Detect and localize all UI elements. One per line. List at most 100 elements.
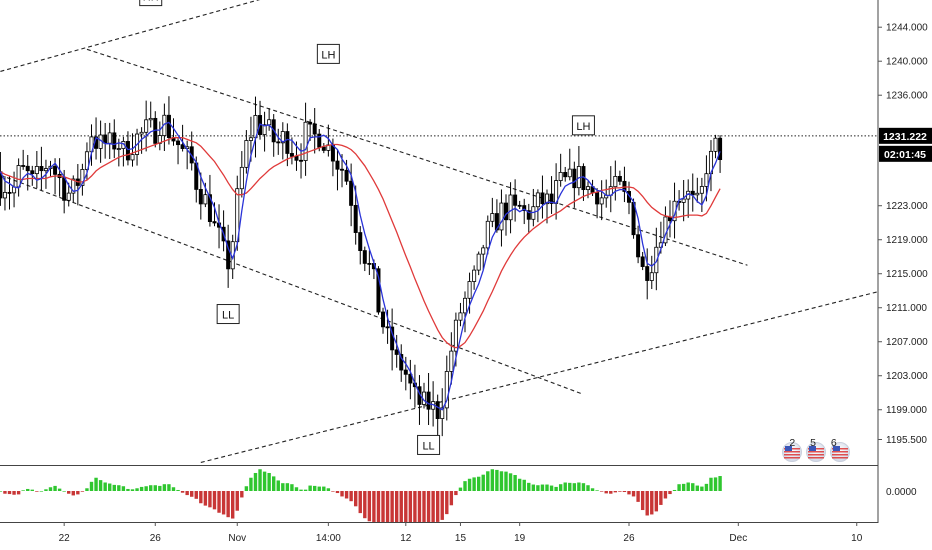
histogram-bar xyxy=(312,485,317,491)
swing-label[interactable]: LH xyxy=(571,115,595,136)
histogram-bar xyxy=(672,489,677,491)
histogram-bar xyxy=(650,491,654,515)
histogram-bar xyxy=(21,490,25,491)
histogram-bar xyxy=(3,491,7,494)
histogram-bar xyxy=(126,488,130,491)
svg-text:LL: LL xyxy=(222,310,234,322)
candle xyxy=(463,291,468,333)
histogram-bar xyxy=(30,489,34,491)
histogram-bar xyxy=(108,483,112,491)
candle xyxy=(2,176,7,211)
histogram-bar xyxy=(545,484,549,491)
candle xyxy=(262,111,267,152)
time-tick-label: 14:00 xyxy=(316,533,341,544)
candle xyxy=(399,344,404,382)
candle xyxy=(112,119,117,159)
histogram-bar xyxy=(57,488,62,491)
price-tick-label: 1199.000 xyxy=(886,405,927,416)
histogram-bar xyxy=(472,477,476,491)
price-tick-label: 1244.000 xyxy=(886,23,928,34)
candle xyxy=(198,172,203,220)
price-tick-label: 1211.000 xyxy=(886,303,927,314)
candle xyxy=(207,174,212,227)
candle xyxy=(695,177,700,203)
candle xyxy=(426,373,431,426)
histogram-bar xyxy=(385,491,390,522)
candle xyxy=(34,150,39,189)
histogram-bar xyxy=(645,491,649,516)
candle xyxy=(80,163,85,196)
candle xyxy=(321,143,326,154)
histogram-bar xyxy=(586,485,590,491)
histogram-bar xyxy=(372,491,376,522)
time-axis[interactable]: 22 26 Nov 14:00 12 15 19 26 Dec 10 xyxy=(59,522,863,544)
histogram-bar xyxy=(231,491,235,519)
histogram-bar xyxy=(704,483,709,491)
swing-label[interactable]: HH xyxy=(139,0,163,7)
candle xyxy=(303,102,308,176)
histogram-bar xyxy=(262,471,267,491)
histogram-bar xyxy=(445,491,449,515)
histogram-bar xyxy=(217,491,221,513)
trendlines xyxy=(0,0,889,463)
trendline[interactable] xyxy=(0,0,301,72)
candle xyxy=(540,175,545,219)
histogram-bar xyxy=(399,491,403,522)
histogram-bar xyxy=(376,491,381,522)
histogram-bar xyxy=(53,485,57,491)
candle xyxy=(299,143,304,179)
swing-label[interactable]: LL xyxy=(216,304,240,325)
candle xyxy=(166,96,171,145)
histogram-bar xyxy=(344,491,349,499)
trendline[interactable] xyxy=(200,289,889,463)
histogram-bar xyxy=(394,491,399,522)
histogram-bar xyxy=(349,491,353,502)
trendline[interactable] xyxy=(0,174,584,395)
histogram-bar xyxy=(39,491,44,492)
candle xyxy=(617,170,622,186)
candle xyxy=(244,130,249,174)
candle xyxy=(144,100,149,152)
histogram-bar xyxy=(431,491,435,522)
price-axis[interactable]: 1244.000 1240.000 1236.000 1223.000 1219.000… xyxy=(878,23,928,446)
candle xyxy=(362,246,367,272)
candlestick-series xyxy=(0,96,723,437)
histogram-bar xyxy=(663,491,668,499)
candle xyxy=(403,356,408,391)
time-tick-label: 12 xyxy=(400,533,412,544)
histogram-bar xyxy=(609,491,613,494)
histogram-bar xyxy=(0,491,3,492)
histogram-bar xyxy=(713,477,718,491)
candle xyxy=(39,146,44,191)
swing-label[interactable]: LH xyxy=(316,43,340,64)
candle xyxy=(476,251,481,276)
histogram-bar xyxy=(221,491,226,515)
time-tick-label: Dec xyxy=(729,533,747,544)
histogram-bar xyxy=(326,488,331,491)
histogram-bar xyxy=(249,477,253,491)
histogram-bar xyxy=(171,487,176,491)
time-tick-label: 22 xyxy=(59,533,71,544)
histogram-bar xyxy=(185,491,189,496)
candle xyxy=(435,394,440,437)
histogram-bar xyxy=(303,489,308,491)
histogram-bar xyxy=(12,491,16,495)
candle xyxy=(526,203,531,234)
candle xyxy=(239,151,244,198)
histogram-bar xyxy=(449,491,454,506)
candle xyxy=(130,133,135,167)
swing-label[interactable]: LL xyxy=(417,434,441,455)
trendline[interactable] xyxy=(86,48,748,266)
candle xyxy=(481,244,486,270)
histogram-bar xyxy=(308,485,312,491)
histogram-bar xyxy=(404,491,408,522)
histogram-bar xyxy=(26,488,30,491)
histogram-bar xyxy=(162,484,167,491)
histogram-bar xyxy=(48,487,53,491)
flags-counter: 2 5 6 xyxy=(789,437,842,449)
flags-group[interactable]: 2 5 6 xyxy=(780,436,854,464)
candle xyxy=(649,255,654,290)
histogram-bar xyxy=(709,477,713,491)
histogram-bar xyxy=(686,482,690,491)
